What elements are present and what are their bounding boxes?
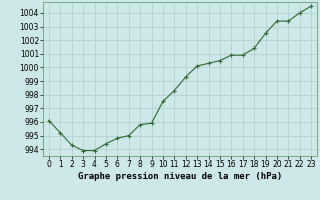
X-axis label: Graphe pression niveau de la mer (hPa): Graphe pression niveau de la mer (hPa) [78,172,282,181]
